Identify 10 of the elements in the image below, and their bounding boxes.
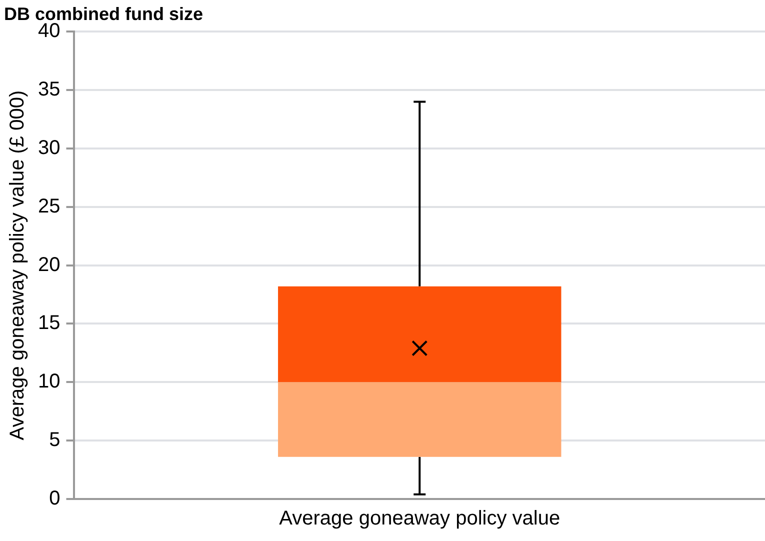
y-axis-title: Average goneaway policy value (£ 000) — [6, 90, 29, 440]
y-tick-label: 20 — [38, 254, 60, 276]
y-tick-label: 10 — [38, 370, 60, 393]
y-tick-label: 35 — [38, 78, 60, 101]
y-tick-label: 0 — [49, 488, 60, 510]
y-tick-label: 15 — [38, 312, 60, 334]
x-tick-label: Average goneaway policy value — [279, 508, 560, 530]
y-tick-label: 5 — [49, 429, 60, 452]
y-tick-label: 25 — [38, 195, 60, 218]
y-tick-label: 30 — [38, 136, 60, 159]
